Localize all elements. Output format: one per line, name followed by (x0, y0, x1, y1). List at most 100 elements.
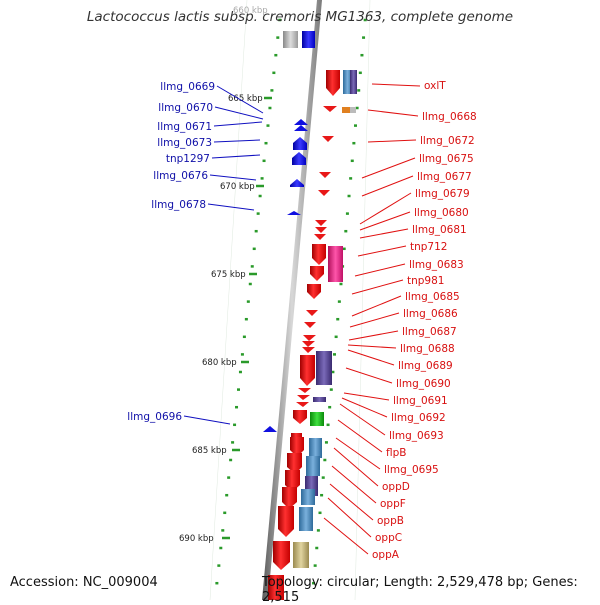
feature-llmg-0690-cds (316, 351, 332, 385)
leader-tnp712 (357, 245, 407, 257)
feature-oppA-cds (299, 507, 313, 531)
leader-oppF (331, 465, 377, 504)
label-llmg-0675: llmg_0675 (419, 153, 474, 165)
label-oxlT: oxlT (424, 80, 446, 92)
leader-llmg-0669 (216, 85, 264, 114)
leader-llmg-0670 (214, 106, 264, 120)
right-guide (354, 0, 371, 600)
feature-llmg-0668-cds2 (350, 107, 356, 113)
scale-label-665: 665 kbp (228, 94, 263, 104)
label-llmg-0683: llmg_0683 (409, 259, 464, 271)
label-llmg-0673: llmg_0673 (157, 137, 212, 149)
feature-tnp712-cds (328, 246, 343, 282)
genome-title: Lactococcus lactis subsp. cremoris MG136… (86, 9, 514, 25)
label-llmg-0687: llmg_0687 (402, 326, 457, 338)
feature-bottom (268, 575, 284, 600)
label-llmg-0689: llmg_0689 (398, 360, 453, 372)
feature-llmg-0670 (294, 125, 308, 131)
feature-oppA-2 (273, 541, 290, 570)
leader-llmg-0693 (339, 403, 386, 436)
label-llmg-0686: llmg_0686 (403, 308, 458, 320)
feature-oppA-cds2 (293, 542, 309, 568)
left-tick-track (215, 18, 282, 585)
label-llmg-0692: llmg_0692 (391, 412, 446, 424)
label-llmg-0681: llmg_0681 (412, 224, 467, 236)
label-llmg-0677: llmg_0677 (417, 171, 472, 183)
feature-llmg-0691 (298, 388, 311, 393)
feature-llmg-0668 (323, 106, 337, 112)
label-llmg-0678: llmg_0678 (151, 199, 206, 211)
leader-llmg-0675 (361, 157, 416, 179)
leader-llmg-0668 (367, 109, 419, 117)
feature-llmg-0679 (315, 220, 327, 226)
label-oppC: oppC (375, 532, 402, 544)
accession-text: Accession: NC_009004 (10, 575, 158, 590)
feature-oppC-cds (301, 489, 315, 505)
feature-llmg-0688 (302, 341, 315, 347)
feature-blue-top (302, 31, 315, 48)
leader-llmg-0686 (349, 312, 400, 328)
feature-llmg-0680 (315, 227, 327, 233)
feature-llmg-0693 (296, 402, 309, 407)
label-llmg-0671: llmg_0671 (157, 121, 212, 133)
leader-llmg-0689 (347, 349, 395, 366)
leader-llmg-0672 (367, 139, 417, 143)
feature-flpB (293, 410, 307, 424)
leader-llmg-0680 (359, 211, 411, 231)
feature-llmg-0696 (263, 426, 277, 432)
feature-llmg-0676 (290, 179, 304, 187)
label-llmg-0690: llmg_0690 (396, 378, 451, 390)
label-llmg-0672: llmg_0672 (420, 135, 475, 147)
feature-oxlT (326, 70, 340, 96)
feature-llmg-0683 (310, 266, 324, 281)
leader-llmg-0695 (335, 437, 381, 470)
feature-llmg-0687 (303, 335, 316, 341)
leader-tnp1297 (211, 154, 261, 159)
label-llmg-0688: llmg_0688 (400, 343, 455, 355)
feature-llmg-0675 (319, 172, 331, 178)
right-tick-track (312, 18, 367, 585)
label-llmg-0693: llmg_0693 (389, 430, 444, 442)
topology-text: Topology: circular; Length: 2,529,478 bp… (262, 575, 578, 605)
feature-llmg-0668-cds (342, 107, 350, 113)
leader-llmg-0688 (347, 344, 397, 349)
leader-llmg-0692 (341, 397, 388, 418)
label-llmg-0685: llmg_0685 (405, 291, 460, 303)
feature-oppF (287, 453, 302, 474)
leader-llmg-0677 (361, 175, 414, 197)
scale-label-660: 660 kbp (233, 6, 268, 16)
leader-llmg-0690 (345, 367, 393, 384)
feature-llmg-0677 (318, 190, 330, 196)
scale-label-670: 670 kbp (220, 182, 255, 192)
label-tnp981: tnp981 (407, 275, 444, 287)
label-oppB: oppB (377, 515, 404, 527)
feature-oppA (278, 506, 294, 537)
label-llmg-0668: llmg_0668 (422, 111, 477, 123)
forward-strand-features (263, 31, 315, 432)
label-flpB: flpB (386, 447, 406, 459)
scale-label-685: 685 kbp (192, 446, 227, 456)
leader-llmg-0683 (354, 263, 406, 277)
feature-oppF-cds (306, 456, 320, 476)
label-tnp1297: tnp1297 (166, 153, 210, 165)
feature-llmg-0692 (297, 395, 310, 400)
leader-llmg-0691 (343, 392, 390, 401)
feature-llmg-0681 (314, 234, 326, 240)
feature-llmg-0672 (322, 136, 334, 142)
scale-label-690: 690 kbp (179, 534, 214, 544)
label-llmg-0680: llmg_0680 (414, 207, 469, 219)
feature-tnp712 (312, 244, 326, 265)
feature-oppD-cds (309, 438, 322, 458)
leader-llmg-0671 (213, 121, 263, 127)
leader-llmg-0687 (348, 330, 399, 341)
label-oppA: oppA (372, 549, 400, 561)
label-oppD: oppD (382, 481, 410, 493)
feature-llmg-0669 (294, 119, 308, 125)
feature-llmg-0689 (302, 347, 315, 353)
feature-llmg-0690 (300, 355, 315, 386)
feature-llmg-0678 (287, 211, 301, 215)
leader-llmg-0673 (213, 139, 261, 143)
label-llmg-0669: llmg_0669 (160, 81, 215, 93)
feature-gray-top (283, 31, 298, 48)
